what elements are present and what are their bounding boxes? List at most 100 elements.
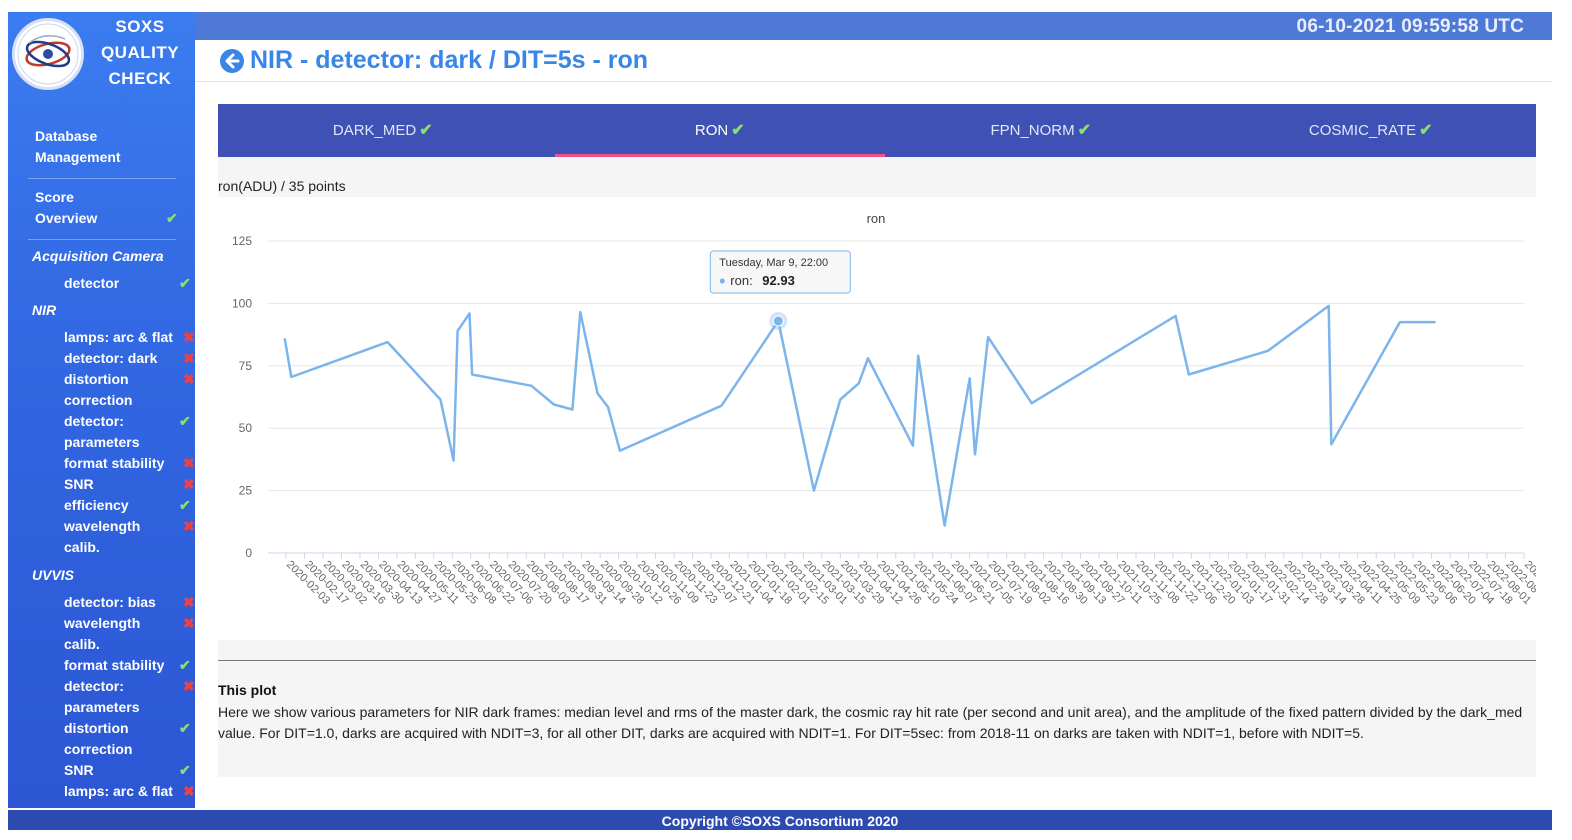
cross-icon: ✖ [183,476,195,492]
check-icon: ✔ [179,720,191,736]
sidebar-item-label: parameters [64,699,140,715]
cross-icon: ✖ [183,518,195,534]
description-title: This plot [218,682,277,698]
tooltip-box [709,250,851,294]
back-arrow-icon[interactable] [220,49,244,73]
sidebar-item-uvvis[interactable]: detector: parameters [64,676,140,718]
sidebar-item-label: format stability [64,657,165,673]
sidebar-item-uvvis[interactable]: wavelength calib. [64,613,140,655]
divider [218,660,1536,661]
check-icon: ✔ [179,762,191,778]
sidebar-item-nir[interactable]: distortion correction [64,369,132,411]
page-title: NIR - detector: dark / DIT=5s - ron [250,46,648,74]
tab-fpn-norm[interactable]: FPN_NORM ✔ [876,104,1206,157]
sidebar-item-database-management[interactable]: Database Management [35,126,121,168]
sidebar-item-label: Score [35,189,74,205]
soxs-logo-emblem-icon [17,23,79,85]
ron-line-chart[interactable]: ron02550751001252020-02-032020-02-172020… [218,197,1570,640]
sidebar-item-nir[interactable]: SNR [64,474,94,495]
app-name-line: CHECK [108,69,172,88]
sidebar: SOXS QUALITY CHECK Database Management S… [8,12,195,808]
sidebar-item-nir[interactable]: wavelength calib. [64,516,140,558]
sidebar-item-label: lamps: arc & flat [64,783,173,799]
y-tick-label: 50 [239,421,253,435]
cross-icon: ✖ [183,783,195,799]
sidebar-section-acquisition-camera: Acquisition Camera [32,248,164,264]
sidebar-item-nir[interactable]: detector: dark [64,348,157,369]
y-tick-label: 25 [239,484,253,498]
app-name-line: QUALITY [100,43,180,62]
sidebar-item-uvvis[interactable]: lamps: arc & flat [64,781,173,802]
cross-icon: ✖ [183,371,195,387]
tab-ron[interactable]: RON ✔ [555,104,885,157]
tooltip-series-name: ron: [730,273,752,288]
sidebar-item-label: calib. [64,636,100,652]
description-text: Here we show various parameters for NIR … [218,704,1523,741]
sidebar-item-label: correction [64,392,133,408]
cross-icon: ✖ [183,594,195,610]
copyright-text: Copyright ©SOXS Consortium 2020 [661,813,899,829]
tab-label: COSMIC_RATE [1308,122,1417,139]
sidebar-divider [28,239,176,240]
y-tick-label: 75 [239,359,253,373]
y-tick-label: 100 [232,296,252,310]
sidebar-item-label: distortion [64,371,129,387]
sidebar-item-label: SNR [64,762,94,778]
cross-icon: ✖ [183,615,195,631]
cross-icon: ✖ [183,678,195,694]
sidebar-item-uvvis[interactable]: distortion correction [64,718,132,760]
top-bar: 06-10-2021 09:59:58 UTC [8,12,1552,40]
check-icon: ✔ [179,657,191,673]
y-tick-label: 0 [245,546,252,560]
sidebar-item-label: detector: dark [64,350,158,366]
sidebar-item-label: calib. [64,539,100,555]
sidebar-item-label: efficiency [64,497,129,513]
tooltip-date: Tuesday, Mar 9, 22:00 [719,257,828,269]
sidebar-item-score-overview[interactable]: Score Overview [35,187,97,229]
check-icon: ✔ [1419,122,1433,139]
sidebar-divider [28,178,176,179]
sidebar-item-label: detector: [64,678,124,694]
sidebar-section-uvvis: UVVIS [32,567,75,583]
tab-cosmic-rate[interactable]: COSMIC_RATE ✔ [1206,104,1536,157]
sidebar-item-nir[interactable]: efficiency [64,495,129,516]
chart-container: ron 0 25 50 75 100 125 2020-02-03 2020-02-17 2020… [218,197,1570,640]
soxs-logo[interactable] [12,18,84,90]
footer: Copyright ©SOXS Consortium 2020 [8,810,1552,830]
y-tick-label: 125 [232,234,252,248]
utc-clock: 06-10-2021 09:59:58 UTC [1296,16,1524,37]
tooltip-series-marker [719,278,725,284]
tab-label: RON [694,122,729,139]
app-name: SOXS QUALITY CHECK [90,14,190,92]
sidebar-item-nir[interactable]: lamps: arc & flat [64,327,173,348]
sidebar-item-uvvis[interactable]: format stability [64,655,164,676]
metric-tabs: DARK_MED ✔ RON ✔ FPN_NORM ✔ COSMIC_RATE ✔ [218,104,1536,157]
sidebar-item-label: detector: [64,413,124,429]
tab-dark-med[interactable]: DARK_MED ✔ [218,104,548,157]
sidebar-item-label: detector [64,275,120,291]
sidebar-item-label: correction [64,741,133,757]
sidebar-item-label: Management [35,149,121,165]
sidebar-item-nir[interactable]: format stability [64,453,164,474]
sidebar-item-label: detector: bias [64,594,156,610]
chart-title: ron [867,211,886,226]
sidebar-item-uvvis[interactable]: detector: bias [64,592,156,613]
check-icon: ✔ [419,122,433,139]
ron-series-line [283,304,1436,527]
check-icon: ✔ [1077,122,1092,139]
hovered-point [772,315,784,327]
sidebar-item-nir[interactable]: detector: parameters [64,411,140,453]
sidebar-item-label: distortion [64,720,129,736]
sidebar-item-uvvis[interactable]: SNR [64,760,94,781]
sidebar-item-label: wavelength [64,518,141,534]
check-icon: ✔ [731,122,745,139]
check-icon: ✔ [179,413,191,429]
tab-label: DARK_MED [332,122,417,139]
cross-icon: ✖ [183,350,195,366]
check-icon: ✔ [179,275,191,291]
sidebar-item-label: wavelength [64,615,141,631]
sidebar-item-label: SNR [64,476,94,492]
sidebar-item-acq[interactable]: detector [64,273,119,294]
check-icon: ✔ [179,497,191,513]
